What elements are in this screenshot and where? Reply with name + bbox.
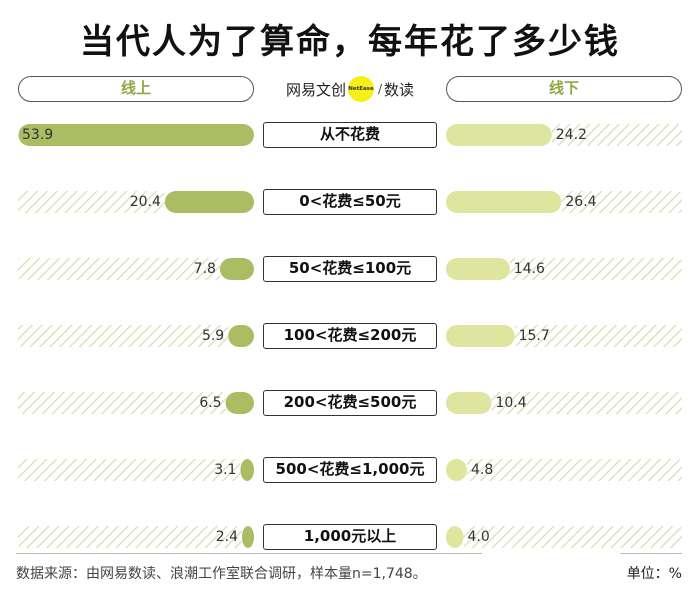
offline-bar — [446, 191, 562, 213]
online-value-label: 6.5 — [199, 395, 222, 411]
footer-divider — [16, 553, 482, 554]
online-bar — [225, 392, 254, 414]
offline-bar — [446, 392, 492, 414]
offline-value-label: 4.8 — [470, 462, 494, 478]
online-bar — [228, 325, 254, 347]
offline-bar — [446, 459, 467, 481]
offline-bar-track — [561, 191, 682, 213]
category-label: 200<花费≤500元 — [263, 390, 437, 416]
offline-bar-track — [551, 124, 682, 146]
offline-bar — [446, 526, 464, 548]
online-bar-track — [18, 459, 241, 481]
offline-header: 线下 — [446, 76, 682, 102]
offline-bar — [446, 325, 515, 347]
category-label: 0<花费≤50元 — [263, 189, 437, 215]
offline-value-label: 10.4 — [495, 395, 527, 411]
offline-bar — [446, 124, 552, 146]
category-label: 从不花费 — [263, 122, 437, 148]
category-label: 50<花费≤100元 — [263, 256, 437, 282]
brand-logo: 网易文创 NetEase / 数读 — [264, 74, 436, 104]
offline-value-label: 4.0 — [467, 529, 490, 545]
category-label: 500<花费≤1,000元 — [263, 457, 437, 483]
chart-title: 当代人为了算命，每年花了多少钱 — [80, 22, 620, 62]
online-value-label: 3.1 — [214, 462, 237, 478]
online-value-label: 2.4 — [215, 529, 238, 545]
online-bar — [18, 124, 254, 146]
brand-slash-icon: / — [377, 82, 383, 96]
data-source: 数据来源：由网易数读、浪潮工作室联合调研，样本量n=1,748。 — [16, 566, 427, 582]
online-bar-track — [18, 258, 220, 280]
category-label: 1,000元以上 — [263, 524, 437, 550]
offline-bar-track — [466, 459, 682, 481]
brand-sub: 数读 — [384, 80, 415, 99]
brand-dot: NetEase — [347, 76, 374, 102]
online-value-label: 20.4 — [129, 194, 161, 210]
online-value-label: 5.9 — [201, 328, 225, 344]
offline-bar-track — [463, 526, 682, 548]
offline-bar-track — [514, 325, 682, 347]
online-bar — [240, 459, 254, 481]
online-bar-track — [18, 325, 229, 347]
offline-value-label: 26.4 — [565, 194, 597, 210]
footer-divider-unit — [620, 553, 682, 554]
offline-value-label: 24.2 — [555, 127, 587, 143]
offline-bar-track — [491, 392, 682, 414]
online-bar-track — [18, 392, 226, 414]
offline-bar-track — [509, 258, 682, 280]
online-bar — [164, 191, 254, 213]
online-bar — [242, 526, 254, 548]
brand-name: 网易文创 — [285, 80, 346, 99]
online-bar-track — [18, 526, 242, 548]
offline-value-label: 14.6 — [513, 261, 545, 277]
online-bar — [219, 258, 254, 280]
offline-bar — [446, 258, 510, 280]
online-bar-track — [18, 191, 165, 213]
unit-label: 单位：% — [626, 566, 682, 582]
online-value-label: 53.9 — [22, 127, 54, 143]
category-label: 100<花费≤200元 — [263, 323, 437, 349]
online-value-label: 7.8 — [193, 261, 216, 277]
offline-value-label: 15.7 — [518, 328, 550, 344]
online-header: 线上 — [18, 76, 254, 102]
